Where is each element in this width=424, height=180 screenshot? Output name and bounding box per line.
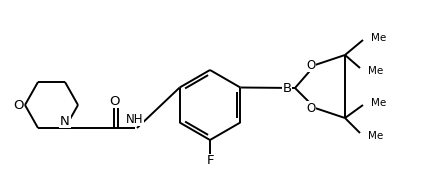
- Text: Me: Me: [371, 98, 386, 108]
- Text: O: O: [307, 58, 315, 71]
- Text: Me: Me: [371, 33, 386, 43]
- Text: N: N: [60, 114, 70, 127]
- Text: B: B: [282, 82, 292, 94]
- Text: O: O: [307, 102, 315, 114]
- Text: Me: Me: [368, 66, 383, 76]
- Text: O: O: [13, 98, 23, 111]
- Text: F: F: [206, 154, 214, 168]
- Text: O: O: [109, 94, 119, 107]
- Text: NH: NH: [126, 112, 144, 125]
- Text: Me: Me: [368, 131, 383, 141]
